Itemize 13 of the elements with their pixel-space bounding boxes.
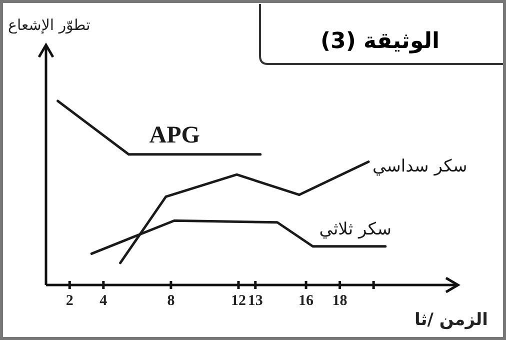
x-tick-label: 16 — [298, 293, 314, 309]
y-axis-title: تطوّر الإشعاع — [8, 16, 90, 34]
x-tick-label: 18 — [332, 293, 348, 309]
series-label: سكر سداسي — [372, 156, 468, 177]
chart-title: الوثيقة (3) — [320, 29, 440, 54]
x-axis-title: الزمن /ثا — [414, 310, 488, 330]
x-tick-label: 12 — [230, 293, 246, 309]
x-tick-label: 2 — [66, 293, 74, 309]
x-tick-label: 4 — [100, 293, 108, 309]
x-tick-label: 13 — [248, 293, 263, 309]
x-tick-label: 8 — [167, 293, 175, 309]
series-label: سكر ثلاثي — [319, 219, 392, 240]
series-label: APG — [149, 122, 200, 148]
